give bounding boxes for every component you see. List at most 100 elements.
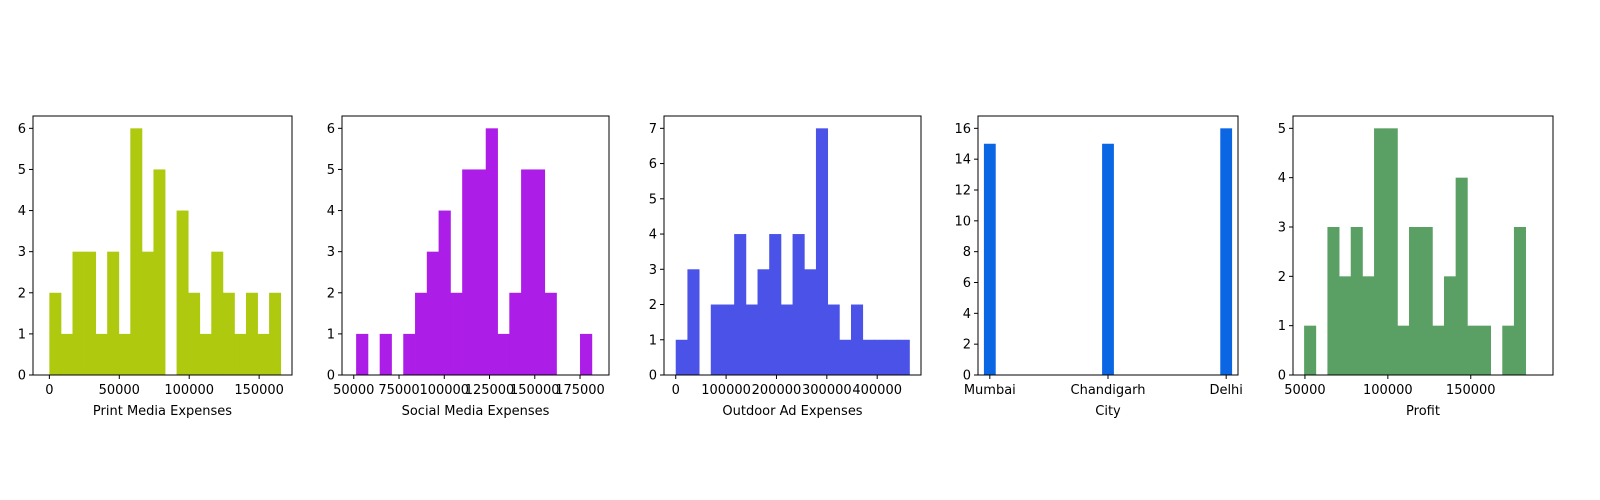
y-tick-label: 5 (649, 192, 657, 207)
y-tick-label: 14 (954, 153, 971, 168)
x-axis-label: Social Media Expenses (402, 404, 550, 419)
y-tick-label: 6 (18, 122, 26, 137)
x-tick-label: 175000 (555, 383, 605, 398)
y-tick-label: 4 (963, 307, 971, 322)
histogram-bar (745, 304, 758, 375)
histogram-bar (1397, 325, 1410, 375)
histogram-bar (521, 169, 534, 375)
x-axis-label: Outdoor Ad Expenses (722, 404, 862, 419)
histogram-bar (245, 292, 258, 375)
y-tick-label: 0 (1278, 369, 1286, 384)
subplot-1: 0 50000 100000 150000 0 1 2 3 4 5 6 Print Media Exp… (18, 115, 293, 419)
x-tick-label: 50000 (1284, 383, 1325, 398)
histogram-bar (269, 292, 282, 375)
y-tick-label: 3 (649, 263, 657, 278)
histogram-bar (1327, 227, 1340, 375)
histogram-bar (188, 292, 201, 375)
histogram-bar (886, 339, 899, 375)
histogram-bar (153, 169, 166, 375)
histogram-bar (804, 269, 817, 375)
histogram-bar (497, 333, 510, 375)
y-tick-label: 3 (18, 245, 26, 260)
x-tick-label: 125000 (465, 383, 515, 398)
histogram-bar (862, 339, 875, 375)
histogram-bar (84, 251, 97, 375)
x-tick-label: 300000 (802, 383, 852, 398)
y-tick-label: 0 (963, 369, 971, 384)
histogram-bar (734, 234, 747, 375)
y-tick-label: 2 (963, 338, 971, 353)
subplot-5: 50000 100000 150000 0 1 2 3 4 5 Profit (1278, 115, 1554, 419)
y-tick-label: 6 (963, 276, 971, 291)
x-tick-label: 0 (672, 383, 680, 398)
axes-frame (663, 115, 922, 376)
y-tick-label: 5 (327, 163, 335, 178)
y-tick-label: 0 (18, 369, 26, 384)
x-tick-label: 50000 (333, 383, 374, 398)
x-tick-label: 100000 (1363, 383, 1413, 398)
subplot-3: 0 100000 200000 300000 400000 0 1 2 3 4 5 6 7 Outdoor… (649, 115, 922, 419)
y-tick-label: 7 (649, 122, 657, 137)
histogram-bar (60, 333, 73, 375)
y-tick-label: 2 (1278, 270, 1286, 285)
histogram-bar (687, 269, 700, 375)
histogram-bar (450, 292, 463, 375)
histogram-bar (509, 292, 522, 375)
histogram-bar (839, 339, 852, 375)
histogram-bar (1409, 227, 1422, 375)
axes-frame (1292, 115, 1554, 376)
histogram-bar (780, 304, 793, 375)
histogram-bar (1455, 177, 1468, 375)
y-tick-label: 8 (963, 245, 971, 260)
histogram-bar (118, 333, 131, 375)
histogram-bar (222, 292, 235, 375)
histogram-bar (1374, 128, 1387, 375)
histogram-bar (1362, 276, 1375, 375)
y-tick-label: 1 (649, 333, 657, 348)
histogram-bar (415, 292, 428, 375)
histogram-bar (107, 251, 120, 375)
histogram-bar (675, 339, 688, 375)
y-tick-label: 5 (18, 163, 26, 178)
x-tick-label: 100000 (419, 383, 469, 398)
histogram-bar (211, 251, 224, 375)
x-tick-label: 400000 (852, 383, 902, 398)
histogram-bar (1350, 227, 1363, 375)
histogram-bar (130, 128, 143, 375)
y-tick-label: 4 (1278, 171, 1286, 186)
histogram-bar (1220, 128, 1233, 375)
histogram-bar (1102, 143, 1114, 375)
x-tick-label: 0 (45, 383, 53, 398)
y-tick-label: 12 (954, 184, 971, 199)
y-tick-label: 2 (327, 286, 335, 301)
histogram-bar (438, 210, 451, 375)
y-tick-label: 1 (1278, 319, 1286, 334)
y-tick-label: 6 (649, 157, 657, 172)
histogram-bar (1432, 325, 1445, 375)
x-axis-label: Print Media Expenses (93, 404, 232, 419)
histogram-bar (1420, 227, 1433, 375)
x-tick-label: 75000 (378, 383, 419, 398)
histogram-bar (1339, 276, 1352, 375)
histogram-bar (462, 169, 475, 375)
x-tick-label: 50000 (99, 383, 140, 398)
histogram-bar (1304, 325, 1317, 375)
x-axis-label: Profit (1406, 404, 1440, 419)
x-tick-label: 100000 (701, 383, 751, 398)
x-tick-label: Delhi (1209, 383, 1242, 398)
histogram-bar (199, 333, 212, 375)
histogram-bar (485, 128, 498, 375)
x-tick-label: 150000 (234, 383, 284, 398)
y-tick-label: 16 (954, 122, 971, 137)
histogram-bar (49, 292, 62, 375)
histogram-bar (983, 143, 996, 375)
histogram-bar (815, 128, 829, 375)
histogram-bar (379, 333, 392, 375)
axes-frame (341, 115, 610, 376)
y-tick-label: 1 (327, 327, 335, 342)
histogram-bar (850, 304, 864, 375)
histogram-bar (710, 304, 723, 375)
histogram-bar (1385, 128, 1398, 375)
